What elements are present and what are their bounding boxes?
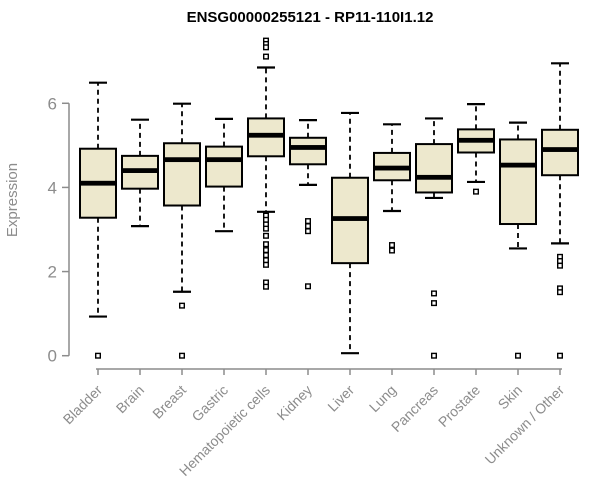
outlier-point: [557, 289, 564, 296]
median-line: [499, 162, 537, 168]
outlier-point: [263, 241, 270, 248]
x-category-label-unknown-other: Unknown / Other: [482, 382, 568, 468]
outlier-point: [263, 216, 270, 223]
boxplot-hematopoietic-cells: [247, 37, 285, 290]
outlier-point: [263, 257, 270, 264]
outlier-point: [389, 242, 396, 249]
boxplot-unknown-other: [541, 62, 579, 359]
outlier-point: [263, 44, 270, 51]
outlier-point: [94, 352, 101, 359]
boxplot-gastric: [205, 117, 243, 233]
box-rect: [415, 143, 453, 194]
outlier-point: [305, 228, 312, 235]
boxplot-skin: [499, 121, 537, 359]
boxplot-breast: [163, 102, 201, 359]
outlier-point: [557, 262, 564, 269]
box-rect: [541, 128, 579, 177]
median-line: [163, 157, 201, 163]
outlier-point: [178, 352, 185, 359]
outlier-point: [305, 283, 312, 290]
boxplot-bladder: [79, 81, 117, 359]
x-category-label-breast: Breast: [149, 382, 189, 422]
boxplot-prostate: [457, 103, 495, 195]
outlier-point: [431, 300, 438, 307]
box-rect: [499, 138, 537, 226]
boxplot-brain: [121, 118, 159, 228]
median-line: [457, 137, 495, 143]
outlier-point: [263, 232, 270, 239]
y-tick-label: 0: [48, 347, 57, 366]
median-line: [541, 147, 579, 152]
median-line: [79, 180, 117, 186]
outlier-point: [263, 225, 270, 232]
x-category-label-skin: Skin: [495, 382, 526, 413]
outlier-point: [431, 290, 438, 297]
median-line: [121, 168, 159, 173]
y-tick-label: 4: [48, 178, 57, 197]
outlier-point: [263, 53, 270, 60]
x-category-label-pancreas: Pancreas: [388, 382, 441, 435]
x-category-label-liver: Liver: [324, 382, 357, 415]
boxplot-kidney: [289, 119, 327, 290]
outlier-point: [431, 352, 438, 359]
y-tick-label: 6: [48, 94, 57, 113]
median-line: [415, 174, 453, 180]
boxplot-liver: [331, 111, 369, 355]
outlier-point: [178, 302, 185, 309]
median-line: [331, 216, 369, 221]
outlier-point: [263, 283, 270, 290]
boxplot-lung: [373, 123, 411, 254]
outlier-point: [473, 188, 480, 195]
outlier-point: [515, 352, 522, 359]
outlier-point: [263, 252, 270, 259]
y-axis-label: Expression: [4, 163, 21, 237]
boxplot-pancreas: [415, 117, 453, 359]
outlier-point: [305, 223, 312, 230]
x-category-label-lung: Lung: [366, 382, 399, 415]
box-rect: [289, 136, 327, 166]
outlier-point: [263, 261, 270, 268]
outlier-point: [557, 352, 564, 359]
x-category-label-prostate: Prostate: [435, 382, 483, 430]
median-line: [289, 145, 327, 150]
x-category-label-brain: Brain: [113, 382, 147, 416]
y-tick-label: 2: [48, 263, 57, 282]
box-rect: [205, 145, 243, 188]
median-line: [247, 132, 285, 138]
box-rect: [163, 142, 201, 207]
x-category-label-bladder: Bladder: [60, 382, 106, 428]
median-line: [205, 157, 243, 163]
median-line: [373, 165, 411, 171]
outlier-point: [557, 258, 564, 265]
outlier-point: [263, 247, 270, 254]
chart-title: ENSG00000255121 - RP11-110I1.12: [187, 9, 434, 26]
x-category-label-kidney: Kidney: [274, 382, 316, 424]
outlier-point: [305, 218, 312, 225]
outlier-point: [389, 247, 396, 254]
